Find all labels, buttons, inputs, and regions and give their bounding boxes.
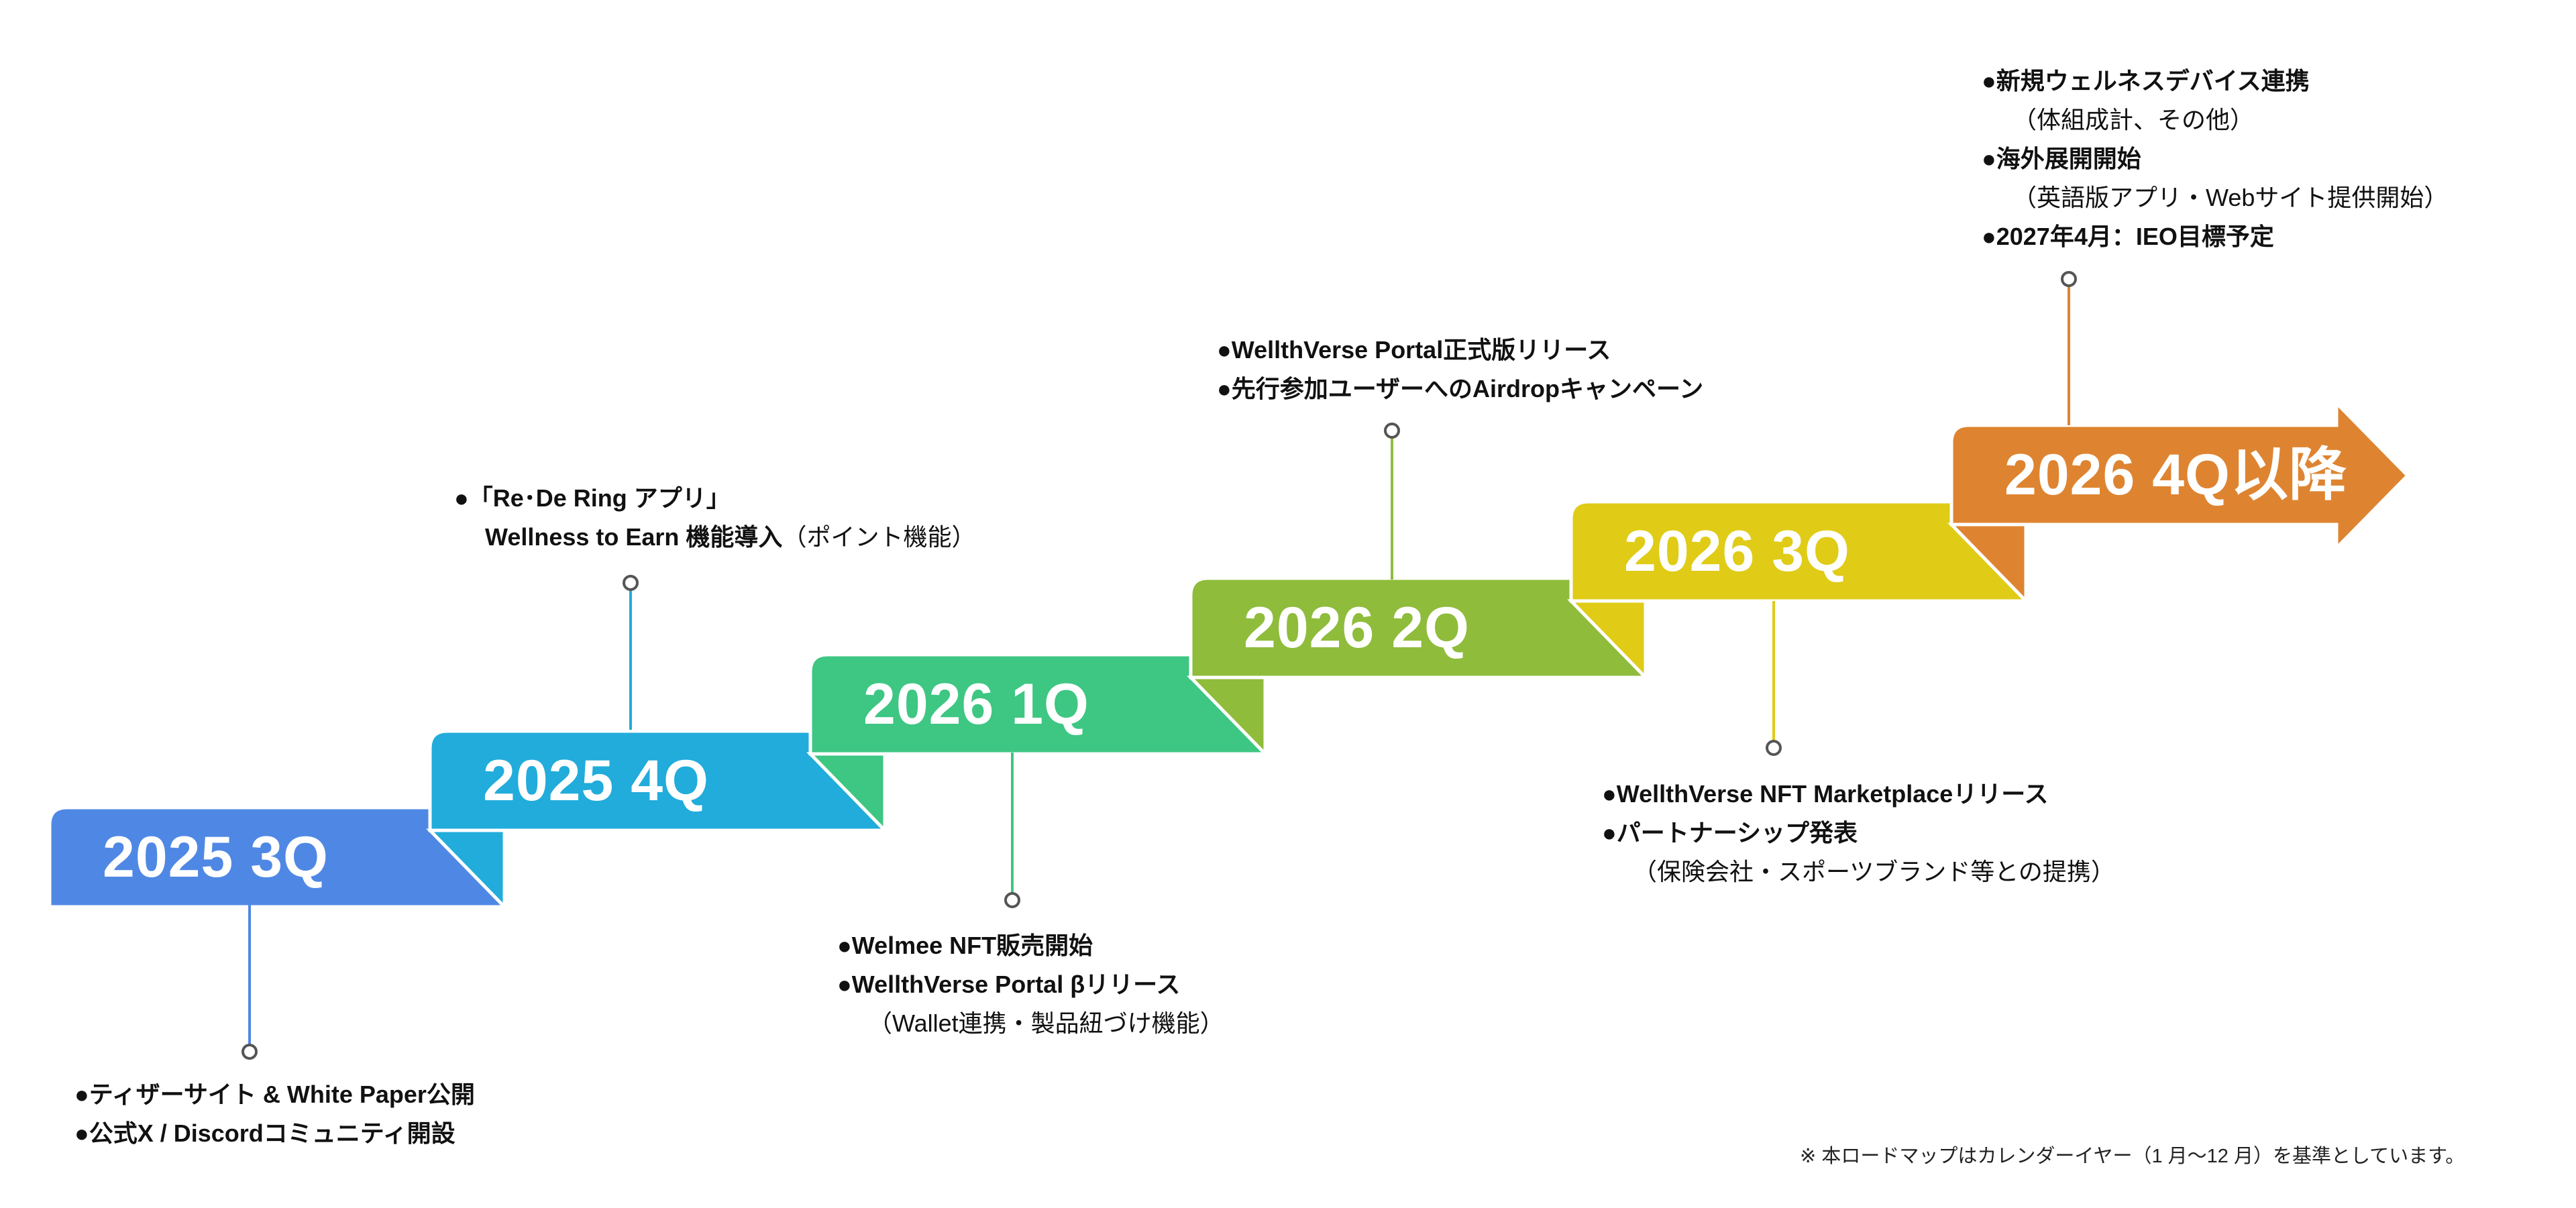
- connector-dot-icon: [623, 575, 639, 591]
- note-line: ●海外展開開始: [1982, 145, 2141, 172]
- note-line: ●2027年4月：IEO目標予定: [1982, 223, 2274, 250]
- milestone-notes-2026-3q: ●WellthVerse NFT Marketplaceリリース ●パートナーシ…: [1602, 775, 2115, 891]
- milestone-notes-2025-4q: ●「Re･De Ring アプリ」 Wellness to Earn 機能導入（…: [454, 479, 975, 557]
- step-body: [1949, 398, 2410, 553]
- step-fold: [426, 828, 506, 912]
- connector-dot-icon: [1766, 740, 1782, 756]
- step-label-2026-4q-onward: 2026 4Q以降: [2004, 443, 2347, 507]
- connector-dot-icon: [1384, 423, 1400, 439]
- step-label-2026-2q: 2026 2Q: [1244, 596, 1470, 660]
- step-body: [1569, 500, 2029, 603]
- note-line-sub: （ポイント機能）: [782, 523, 976, 551]
- note-line: ●パートナーシップ発表: [1602, 819, 1858, 846]
- note-line-sub: （英語版アプリ・Webサイト提供開始）: [2012, 184, 2449, 211]
- milestone-notes-2026-1q: ●Welmee NFT販売開始 ●WellthVerse Portal βリリー…: [837, 926, 1224, 1043]
- note-line: ●ティザーサイト & White Paper公開: [74, 1081, 475, 1108]
- connector-dot-icon: [1004, 892, 1020, 908]
- step-label-2025-3q: 2025 3Q: [103, 825, 329, 889]
- step-fold: [806, 752, 887, 835]
- step-body: [48, 806, 507, 909]
- note-line-main: Wellness to Earn 機能導入: [485, 523, 783, 551]
- note-line-sub: （体組成計、その他）: [2012, 106, 2255, 133]
- step-fold: [1567, 599, 1648, 682]
- step-fold: [1187, 675, 1267, 759]
- step-body: [1189, 576, 1648, 679]
- step-label-2026-3q: 2026 3Q: [1624, 519, 1850, 584]
- step-label-2025-4q: 2025 4Q: [483, 749, 709, 813]
- note-line: ●公式X / Discordコミュニティ開設: [74, 1119, 455, 1147]
- milestone-notes-2026-2q: ●WellthVerse Portal正式版リリース ●先行参加ユーザーへのAi…: [1217, 331, 1703, 408]
- note-line: ●新規ウェルネスデバイス連携: [1982, 67, 2310, 95]
- note-line: ●WellthVerse Portal正式版リリース: [1217, 336, 1611, 364]
- note-line: ●WellthVerse Portal βリリース: [837, 971, 1181, 998]
- connector-dot-icon: [241, 1044, 258, 1060]
- note-line-sub: （Wallet連携・製品紐づけ機能）: [868, 1009, 1224, 1037]
- footnote: ※ 本ロードマップはカレンダーイヤー（1 月〜12 月）を基準としています。: [1800, 1146, 2465, 1167]
- note-line: ●Welmee NFT販売開始: [837, 932, 1093, 959]
- milestone-notes-2025-3q: ●ティザーサイト & White Paper公開 ●公式X / Discordコ…: [74, 1075, 475, 1153]
- note-line: Wellness to Earn 機能導入（ポイント機能）: [454, 518, 975, 557]
- connector-dot-icon: [2061, 271, 2077, 287]
- step-body: [428, 729, 888, 832]
- note-line: ●先行参加ユーザーへのAirdropキャンペーン: [1217, 375, 1704, 402]
- step-fold: [1947, 523, 2028, 606]
- note-line: ●WellthVerse NFT Marketplaceリリース: [1602, 780, 2049, 808]
- note-line: ●「Re･De Ring アプリ」: [454, 484, 731, 512]
- note-line-sub: （保険会社・スポーツブランド等との提携）: [1633, 858, 2115, 885]
- step-body: [808, 653, 1268, 756]
- milestone-notes-2026-4q-onward: ●新規ウェルネスデバイス連携 （体組成計、その他） ●海外展開開始 （英語版アプ…: [1982, 62, 2448, 256]
- step-label-2026-1q: 2026 1Q: [863, 672, 1089, 736]
